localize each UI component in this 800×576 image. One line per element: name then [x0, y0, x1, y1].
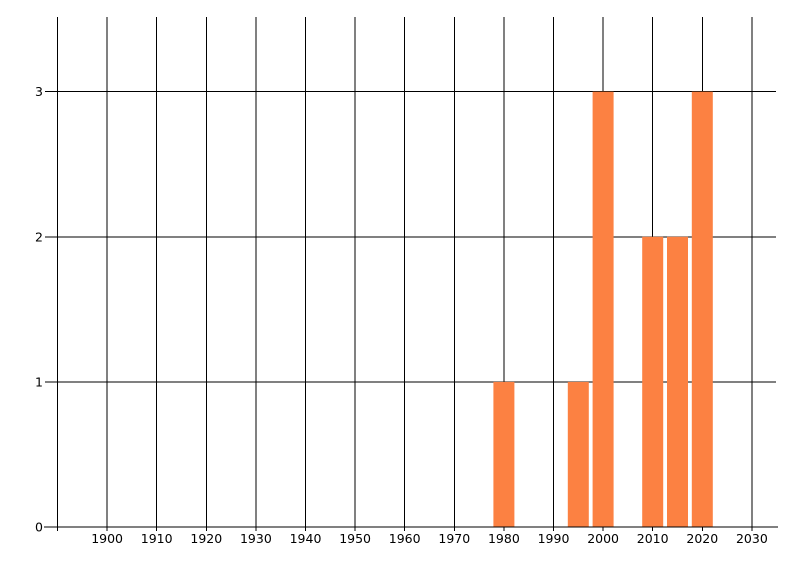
x-tick-label-1970: 1970	[438, 531, 470, 546]
x-tick-label-1990: 1990	[538, 531, 570, 546]
y-tick-label-1: 1	[35, 374, 43, 389]
x-tick-label-2010: 2010	[637, 531, 669, 546]
y-tick-label-0: 0	[35, 520, 43, 535]
bar-2015	[667, 236, 688, 528]
bar-1995	[567, 381, 589, 527]
bar-2000	[592, 91, 614, 527]
bar-1980	[493, 381, 515, 527]
bar-2020	[691, 91, 713, 527]
x-tick-label-1910: 1910	[141, 531, 173, 546]
x-tick-label-1930: 1930	[240, 531, 272, 546]
x-tick-label-1940: 1940	[290, 531, 322, 546]
x-tick-label-1950: 1950	[339, 531, 371, 546]
x-tick-label-2000: 2000	[587, 531, 619, 546]
x-tick-label-1980: 1980	[488, 531, 520, 546]
x-tick-label-1920: 1920	[190, 531, 222, 546]
x-tick-label-2020: 2020	[686, 531, 718, 546]
x-tick-label-1900: 1900	[91, 531, 123, 546]
x-tick-label-2030: 2030	[736, 531, 768, 546]
x-tick-label-1960: 1960	[389, 531, 421, 546]
y-tick-label-3: 3	[35, 84, 43, 99]
y-tick-label-2: 2	[35, 229, 43, 244]
bar-2010	[642, 236, 664, 528]
